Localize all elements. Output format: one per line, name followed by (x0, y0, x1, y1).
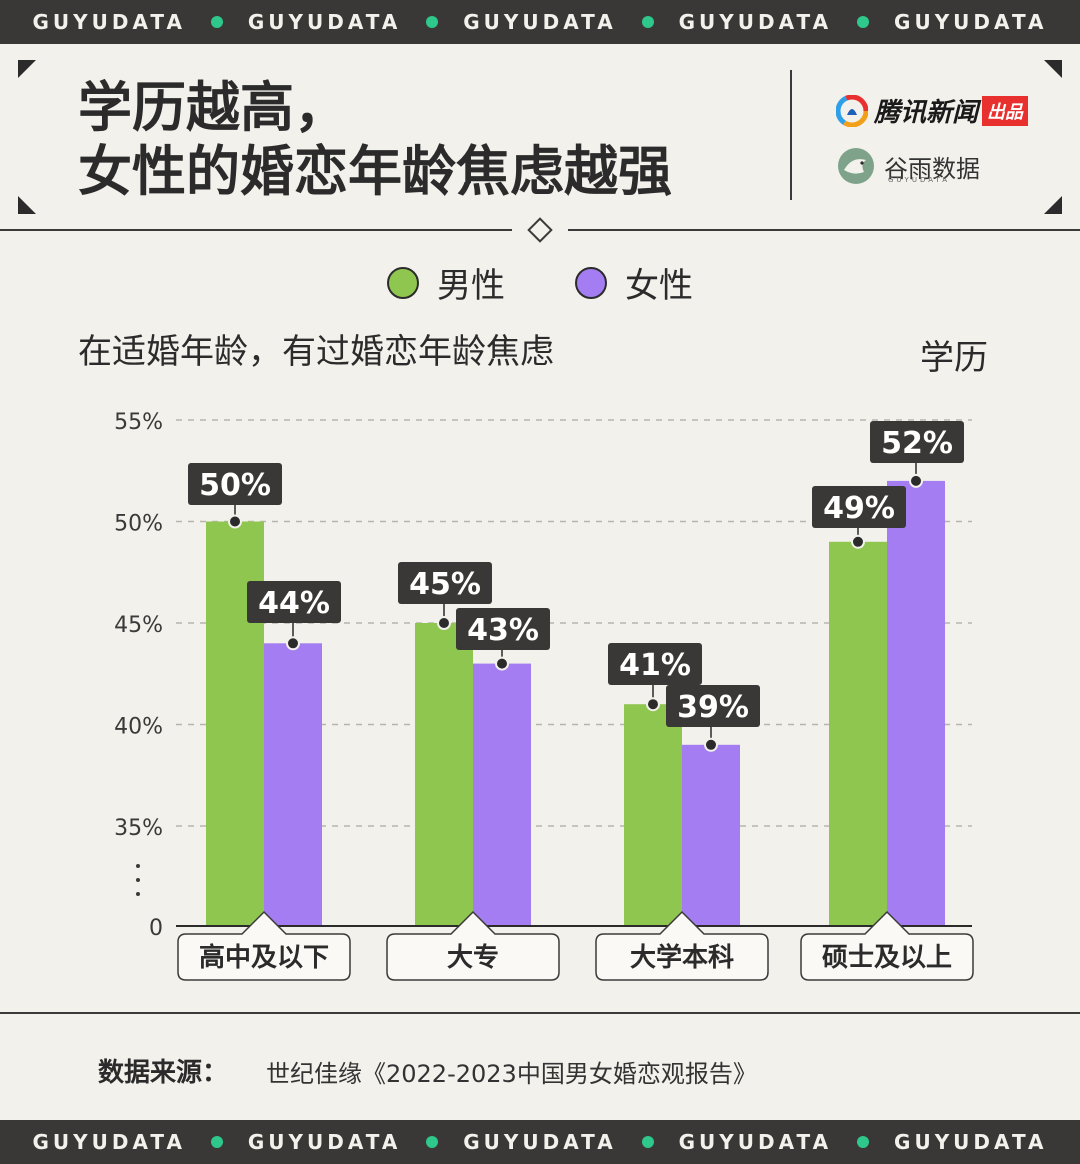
y-tick-label: 35% (114, 816, 163, 841)
value-label: 39% (677, 690, 749, 725)
value-point-marker (495, 656, 509, 671)
brand-text: GUYUDATA (678, 1130, 833, 1154)
y-tick-label: 50% (114, 512, 163, 537)
dot-icon (641, 1136, 654, 1148)
category-tab (595, 910, 769, 981)
legend-label-female: 女性 (625, 266, 693, 306)
dot-icon (210, 1136, 223, 1148)
guyu-bird-icon (838, 148, 874, 184)
section-divider-right (568, 229, 1080, 231)
bar-female (264, 643, 322, 926)
dot-icon (426, 16, 439, 28)
value-label-box (666, 685, 760, 727)
source-text: 世纪佳缘《2022-2023中国男女婚恋观报告》 (266, 1060, 757, 1088)
value-point-marker (646, 697, 660, 712)
value-label-box (608, 643, 702, 685)
bar-male (624, 704, 682, 926)
header-divider (790, 70, 792, 200)
corner-mark-icon (1044, 196, 1062, 214)
brand-text: GUYUDATA (463, 10, 617, 34)
bar-female (473, 663, 531, 926)
guyu-data-text: 谷雨数据 (884, 154, 980, 183)
brand-text: GUYUDATA (894, 1130, 1048, 1154)
corner-mark-icon (18, 60, 36, 78)
x-axis-name: 学历 (920, 338, 988, 378)
value-point-marker (704, 737, 718, 752)
tencent-news-logo: 腾讯新闻 出品 (836, 92, 1029, 129)
chart-legend: 男性 女性 (0, 258, 1080, 307)
value-label: 45% (409, 567, 481, 602)
legend-swatch-female (575, 266, 607, 299)
tencent-badge: 出品 (982, 95, 1029, 126)
chart-subtitle: 在适婚年龄，有过婚恋年龄焦虑 (78, 332, 554, 372)
legend-swatch-male (387, 266, 419, 299)
x-tick-label: 硕士及以上 (822, 943, 952, 973)
y-tick-label: 55% (114, 410, 163, 435)
dot-icon (857, 16, 870, 28)
value-point-marker (286, 636, 300, 651)
value-label: 41% (619, 648, 691, 683)
value-label-box (247, 581, 341, 623)
axis-break-dot (136, 892, 140, 896)
axis-break-dot (136, 864, 140, 868)
legend-item-female: 女性 (575, 258, 693, 307)
value-label-box (188, 463, 282, 505)
brand-text: GUYUDATA (247, 10, 402, 34)
guyu-data-logo: 谷雨数据 GUYUDATA (836, 146, 980, 186)
y-tick-label: 45% (114, 613, 163, 638)
value-point-marker (228, 514, 242, 529)
legend-item-male: 男性 (387, 258, 505, 307)
title-line-2: 女性的婚恋年龄焦虑越强 (78, 140, 672, 203)
brand-text: GUYUDATA (32, 10, 186, 34)
value-label-box (870, 421, 964, 463)
corner-mark-icon (18, 196, 36, 214)
category-tab (177, 910, 351, 981)
brand-text: GUYUDATA (32, 1130, 186, 1154)
page-title: 学历越高， 女性的婚恋年龄焦虑越强 (78, 76, 672, 204)
bar-female (682, 744, 740, 926)
value-label: 44% (258, 586, 330, 621)
brand-text: GUYUDATA (894, 10, 1048, 34)
brand-strip-top: GUYUDATA GUYUDATA GUYUDATA GUYUDATA GUYU… (0, 0, 1080, 44)
brand-text: GUYUDATA (463, 1130, 617, 1154)
brand-text: GUYUDATA (247, 1130, 402, 1154)
y-tick-label: 0 (149, 916, 163, 941)
axis-break-dot (136, 878, 140, 882)
bar-male (415, 623, 473, 926)
footer-divider (0, 1012, 1080, 1014)
value-label-box (456, 608, 550, 650)
dot-icon (857, 1136, 870, 1148)
dot-icon (426, 1136, 439, 1148)
x-tick-label: 大专 (447, 943, 499, 973)
corner-mark-icon (1044, 60, 1062, 78)
category-tab (800, 910, 974, 981)
section-divider-left (0, 229, 512, 231)
bar-male (829, 541, 887, 926)
source-label: 数据来源： (98, 1058, 229, 1088)
tencent-news-icon (836, 94, 868, 127)
value-label: 43% (467, 613, 539, 648)
dot-icon (641, 16, 654, 28)
value-point-marker (909, 473, 923, 488)
value-label: 49% (823, 491, 895, 526)
bar-chart: 0 35% 40% 45% 50% 55% 50% 44% 45% 43% 41% 39% 49% 52%… (114, 410, 974, 981)
category-tab (386, 910, 560, 981)
y-tick-label: 40% (114, 715, 163, 740)
value-point-marker (851, 534, 865, 549)
x-tick-label: 高中及以下 (199, 942, 329, 973)
value-point-marker (437, 616, 451, 630)
brand-text: GUYUDATA (678, 10, 833, 34)
bar-female (887, 480, 945, 926)
brand-strip-bottom: GUYUDATA GUYUDATA GUYUDATA GUYUDATA GUYU… (0, 1120, 1080, 1164)
x-tick-label: 大学本科 (630, 942, 734, 973)
value-label-box (398, 562, 492, 604)
value-label: 52% (881, 426, 953, 461)
title-line-1: 学历越高， (78, 76, 348, 139)
value-label-box (812, 486, 906, 528)
dot-icon (210, 16, 223, 28)
legend-label-male: 男性 (437, 266, 505, 306)
guyu-data-subtext: GUYUDATA (888, 176, 950, 184)
tencent-news-text: 腾讯新闻 (874, 98, 979, 128)
value-label: 50% (199, 468, 271, 503)
